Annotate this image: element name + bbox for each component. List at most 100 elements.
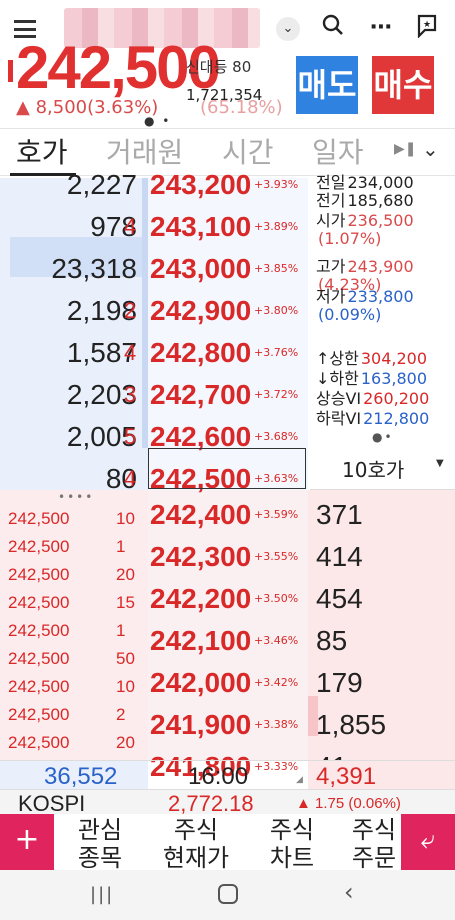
bookmark-flag-icon[interactable]: ★ — [412, 14, 442, 46]
info-label: 상승VI — [316, 389, 362, 408]
info-label: 전기 — [316, 191, 346, 210]
ask-row[interactable]: 23,318 243,000 +3.85% — [0, 248, 455, 290]
bid-price-bg — [148, 490, 308, 760]
trade-price: 242,500 — [8, 705, 70, 724]
nav-chart[interactable]: 주식 차트 — [252, 816, 332, 872]
hoga-select[interactable]: 10호가 ▼ — [310, 448, 455, 490]
bid-qty: 179 — [316, 667, 363, 698]
tab-broker[interactable]: 거래원 — [106, 136, 184, 169]
info-value: (1.07%) — [318, 229, 382, 248]
nav-watchlist[interactable]: 관심 종목 — [60, 816, 140, 872]
ask-price: 242,600 — [150, 421, 252, 452]
info-value: 260,200 — [363, 389, 430, 408]
info-row: ↑상한 304,200 — [316, 350, 427, 368]
info-value: 304,200 — [360, 349, 428, 368]
info-row: 전일 234,000 — [316, 174, 414, 192]
home-icon[interactable] — [218, 884, 238, 904]
scroll-dots: •••• — [58, 490, 95, 504]
ask-price: 242,700 — [150, 379, 252, 410]
recent-apps-icon[interactable]: ||| — [90, 884, 115, 905]
trade-price: 242,500 — [8, 593, 70, 612]
top-bar: ⌄ ⋯ ★ — [0, 0, 455, 64]
back-nav-icon[interactable]: ‹ — [344, 878, 354, 906]
tab-hoga[interactable]: 호가 — [16, 136, 68, 169]
trade-row: 242,500 1 — [0, 622, 148, 639]
bid-row[interactable]: 242,300 +3.55% 414 — [0, 536, 455, 578]
chevron-down-icon[interactable]: ⌄ — [276, 17, 300, 41]
info-row: 저가 233,800 — [316, 288, 414, 306]
ask-price: 243,200 — [150, 169, 252, 200]
ask-row[interactable]: 2,005 5 242,600 +3.68% — [0, 416, 455, 458]
ask-row[interactable]: 1,587 4 242,800 +3.76% — [0, 332, 455, 374]
info-label: 고가 — [316, 257, 346, 276]
index-bar[interactable] — [0, 789, 455, 815]
info-row: (0.09%) — [316, 306, 381, 324]
bid-price: 242,000 — [150, 667, 252, 698]
tab-time[interactable]: 시간 — [222, 136, 274, 169]
bid-pct: +3.50% — [254, 592, 299, 605]
bottom-nav: + 관심 종목 주식 현재가 주식 차트 주식 주문 ⤶ — [0, 814, 455, 872]
bid-pct: +3.33% — [254, 760, 299, 773]
bid-price: 242,400 — [150, 499, 252, 530]
ask-row[interactable]: 978 4 243,100 +3.89% — [0, 206, 455, 248]
system-nav-bar: ||| ‹ — [0, 870, 455, 920]
tab-more-chevron-icon[interactable]: ⌄ — [422, 137, 439, 161]
bid-volume-bar — [308, 696, 318, 736]
ask-pct: +3.68% — [254, 430, 299, 443]
bid-price: 241,900 — [150, 709, 252, 740]
trade-price: 242,500 — [8, 565, 70, 584]
index-value: 2,772.18 — [168, 791, 254, 816]
ask-qty: 2,198 — [66, 295, 137, 326]
change-rate-overlay: (65.18%) — [200, 97, 283, 118]
bid-qty: 454 — [316, 583, 363, 614]
bid-row[interactable]: 242,400 +3.59% 371 — [0, 494, 455, 536]
tab-indicator — [10, 173, 76, 176]
info-row: 시가 236,500 — [316, 212, 414, 230]
nav-order[interactable]: 주식 주문 — [334, 816, 414, 872]
stock-name-blurred[interactable] — [64, 8, 260, 48]
trade-price: 242,500 — [8, 733, 70, 752]
info-row: 고가 243,900 — [316, 258, 414, 276]
bid-pct: +3.38% — [254, 718, 299, 731]
menu-icon[interactable] — [14, 20, 36, 38]
bid-row[interactable]: 241,800+3.33%41 — [0, 746, 455, 788]
more-icon[interactable]: ⋯ — [370, 15, 392, 40]
tab-bar: 호가 거래원 시간 일자 ▶❚ ⌄ — [0, 128, 455, 176]
ask-row[interactable]: 2,203 3 242,700 +3.72% — [0, 374, 455, 416]
nav-current-price[interactable]: 주식 현재가 — [156, 816, 236, 872]
info-row: 상승VI 260,200 — [316, 390, 429, 408]
bid-qty-bg — [308, 490, 455, 760]
tab-scroll-icon[interactable]: ▶❚ — [394, 141, 417, 157]
trade-row: 242,500 2 — [0, 706, 148, 723]
info-value: 234,000 — [347, 173, 414, 192]
trade-volume: 10 — [116, 509, 135, 528]
ask-pct: +3.80% — [254, 304, 299, 317]
bid-total: 4,391 — [316, 763, 377, 790]
ask-row[interactable]: 2,198 2 242,900 +3.80% — [0, 290, 455, 332]
add-icon[interactable]: + — [0, 814, 54, 870]
info-row: (1.07%) — [316, 230, 381, 248]
ask-pct: +3.89% — [254, 220, 299, 233]
sell-button[interactable]: 매도 — [296, 56, 358, 114]
ask-total-bg — [0, 761, 148, 789]
info-label: 저가 — [316, 287, 346, 306]
tab-daily[interactable]: 일자 — [312, 136, 364, 169]
trade-row: 242,500 10 — [0, 510, 148, 527]
bid-price: 242,100 — [150, 625, 252, 656]
bid-row[interactable]: 242,000 +3.42% 179 — [0, 662, 455, 704]
buy-button[interactable]: 매수 — [372, 56, 434, 114]
back-icon[interactable]: ⤶ — [401, 814, 455, 870]
ask-qty: 2,227 — [66, 169, 137, 200]
bid-row[interactable]: 241,900 +3.38% 1,855 — [0, 704, 455, 746]
bid-row[interactable]: 242,100 +3.46% 85 — [0, 620, 455, 662]
ask-row[interactable]: 2,227 243,200 +3.93% — [0, 164, 455, 206]
bid-pct: +3.55% — [254, 550, 299, 563]
ask-tick: 4 — [124, 340, 137, 365]
bid-row[interactable]: 242,200 +3.50% 454 — [0, 578, 455, 620]
trade-row: 242,500 15 — [0, 594, 148, 611]
trade-volume: 1 — [116, 621, 126, 640]
info-label: 하락VI — [316, 409, 362, 428]
ask-side-bar — [142, 178, 148, 448]
info-row: ↓하한 163,800 — [316, 370, 427, 388]
search-icon[interactable] — [318, 14, 348, 44]
